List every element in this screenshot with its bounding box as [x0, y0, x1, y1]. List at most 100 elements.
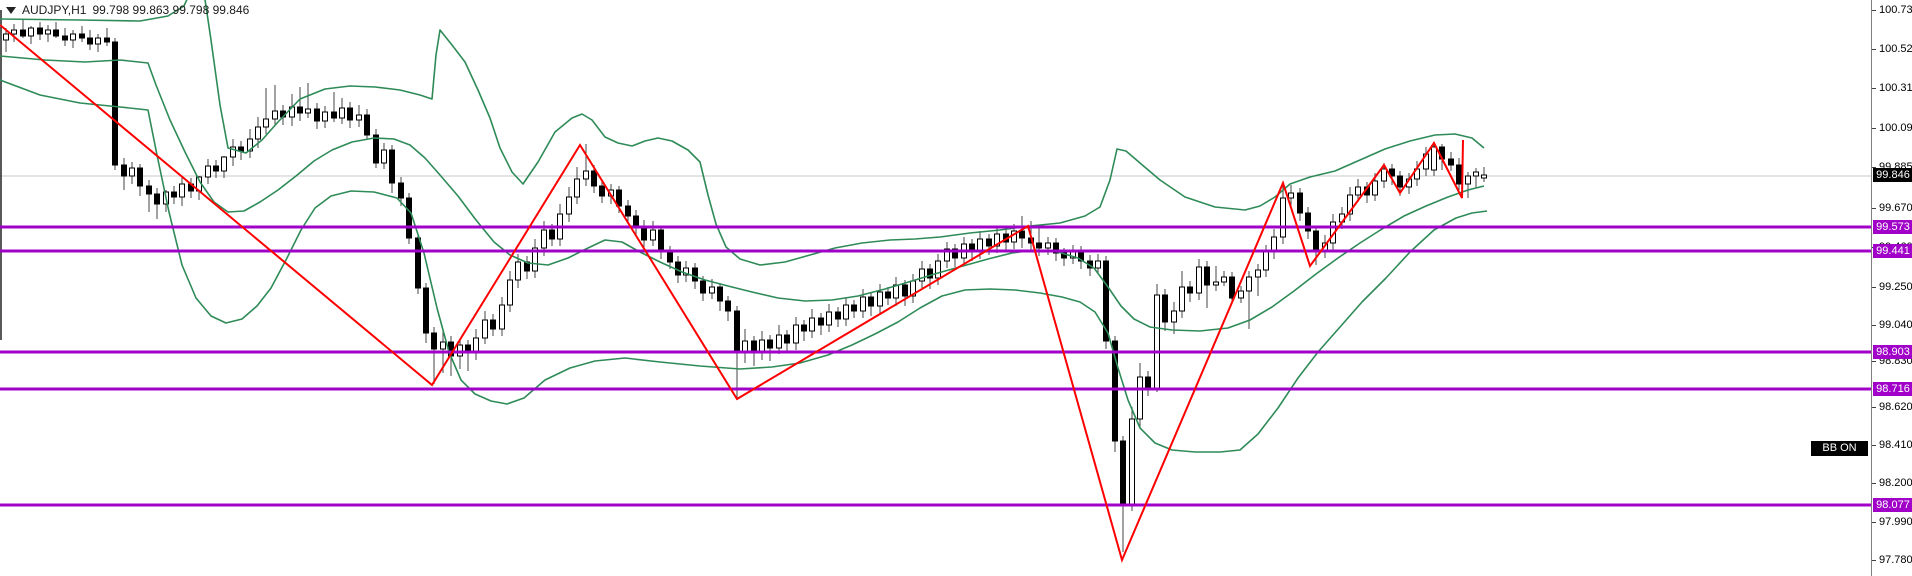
level-price-tag: 99.573	[1873, 220, 1912, 234]
candle-body	[566, 196, 572, 215]
candle-body	[121, 164, 127, 177]
candle-body	[87, 37, 93, 45]
ohlc-quote-label: 99.798 99.863 99.798 99.846	[92, 3, 250, 17]
candle-body	[1305, 212, 1311, 232]
candle-body	[263, 118, 269, 128]
candle-body	[79, 33, 85, 39]
candle-body	[499, 304, 505, 330]
bollinger-bands-layer	[0, 0, 1488, 453]
axis-price-label: 98.200	[1879, 477, 1912, 489]
candle-body	[104, 37, 110, 43]
candle-body	[742, 340, 748, 353]
bollinger-lower-band-line	[0, 79, 1488, 453]
axis-tick-mark	[1872, 325, 1876, 326]
candle-body	[725, 300, 731, 312]
axis-tick-mark	[1872, 361, 1876, 362]
candle-body	[482, 319, 488, 339]
candle-body	[734, 310, 740, 353]
candle-body	[793, 324, 799, 344]
candle-body	[70, 33, 76, 41]
axis-price-label: 99.040	[1879, 319, 1912, 331]
axis-tick-mark	[1872, 522, 1876, 523]
candle-body	[650, 229, 656, 241]
candle-body	[1397, 175, 1403, 188]
axis-price-label: 97.780	[1879, 554, 1912, 566]
candle-body	[1171, 310, 1177, 323]
candle-body	[1389, 168, 1395, 177]
candle-body	[1145, 376, 1151, 389]
candle-body	[347, 107, 353, 121]
axis-tick-mark	[1872, 128, 1876, 129]
candle-body	[877, 291, 883, 307]
candle-body	[381, 149, 387, 164]
chart-title-bar: AUDJPY,H1 99.798 99.863 99.798 99.846	[6, 3, 249, 17]
level-price-tag: 98.903	[1873, 345, 1912, 359]
candle-body	[406, 197, 412, 239]
axis-price-label: 99.250	[1879, 281, 1912, 293]
candle-body	[62, 35, 68, 41]
candle-body	[994, 233, 1000, 247]
axis-tick-mark	[1872, 167, 1876, 168]
candle-body	[1481, 174, 1487, 179]
candle-body	[860, 296, 866, 312]
candle-body	[205, 165, 211, 178]
candle-body	[1280, 197, 1286, 238]
candle-body	[1154, 294, 1160, 389]
axis-tick-mark	[1872, 560, 1876, 561]
candle-body	[440, 341, 446, 350]
axis-price-label: 100.310	[1879, 82, 1912, 94]
candle-body	[146, 185, 152, 195]
candle-body	[1221, 276, 1227, 283]
candle-body	[431, 332, 437, 350]
candle-body	[633, 215, 639, 227]
candle-body	[801, 324, 807, 332]
candle-body	[112, 41, 118, 166]
candle-body	[1238, 290, 1244, 299]
candle-body	[1255, 269, 1261, 278]
candle-body	[532, 247, 538, 272]
candle-body	[20, 29, 26, 37]
candle-body	[415, 237, 421, 289]
candle-body	[902, 284, 908, 297]
candle-body	[1162, 294, 1168, 323]
candle-body	[1431, 146, 1437, 171]
candle-body	[709, 286, 715, 294]
candle-body	[667, 251, 673, 263]
candle-body	[1196, 266, 1202, 294]
candle-body	[574, 178, 580, 198]
candle-body	[389, 149, 395, 184]
candle-body	[179, 183, 185, 198]
candle-body	[247, 138, 253, 152]
level-price-tag: 98.077	[1873, 498, 1912, 512]
axis-tick-mark	[1872, 208, 1876, 209]
symbol-dropdown-icon[interactable]	[6, 6, 16, 14]
candle-body	[356, 114, 362, 121]
candle-body	[1313, 230, 1319, 252]
candle-body	[331, 111, 337, 119]
axis-price-label: 100.095	[1879, 122, 1912, 134]
candle-body	[809, 317, 815, 332]
candle-body	[919, 268, 925, 282]
candle-body	[717, 286, 723, 302]
candle-body	[423, 287, 429, 334]
candle-body	[1095, 260, 1101, 269]
candle-body	[95, 37, 101, 45]
candle-body	[944, 248, 950, 262]
bb-on-badge[interactable]: BB ON	[1811, 441, 1868, 456]
axis-price-label: 99.670	[1879, 202, 1912, 214]
axis-price-label: 97.990	[1879, 516, 1912, 528]
candle-body	[1355, 186, 1361, 196]
level-price-tag: 99.441	[1873, 244, 1912, 258]
candle-body	[1204, 266, 1210, 286]
candle-body	[675, 261, 681, 276]
candle-body	[171, 191, 177, 198]
candle-body	[255, 126, 261, 140]
candle-body	[952, 248, 958, 259]
price-axis[interactable]: 100.730100.520100.310100.09599.88599.670…	[1871, 0, 1912, 576]
candle-body	[154, 193, 160, 205]
candle-body	[583, 170, 589, 180]
candle-body	[843, 304, 849, 320]
candle-body	[541, 229, 547, 249]
